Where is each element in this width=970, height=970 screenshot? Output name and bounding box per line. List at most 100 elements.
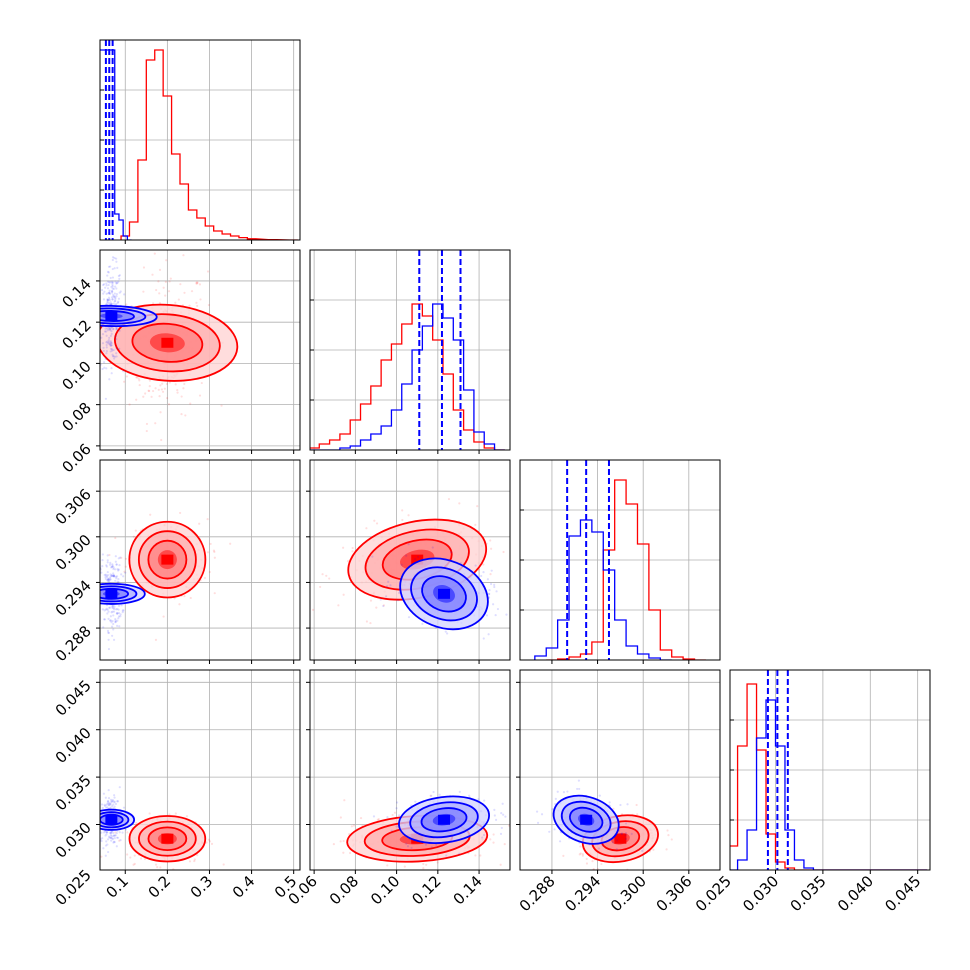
scatter-point — [183, 595, 186, 598]
x-tick-label: 0.12 — [408, 872, 444, 908]
scatter-point — [111, 258, 114, 262]
scatter-point — [108, 378, 111, 381]
scatter-point — [106, 831, 109, 834]
scatter-point — [113, 801, 116, 804]
scatter-point — [410, 846, 413, 849]
scatter-point — [116, 607, 119, 611]
scatter-point — [114, 299, 117, 303]
scatter-point — [102, 292, 105, 295]
scatter-point — [110, 565, 114, 569]
scatter-point — [670, 838, 673, 841]
scatter-point — [112, 831, 115, 835]
scatter-point — [106, 554, 109, 557]
scatter-point — [101, 333, 105, 336]
panel-frame — [309, 669, 511, 871]
scatter-point — [489, 573, 492, 576]
scatter-point — [105, 352, 108, 355]
scatter-point — [585, 857, 588, 860]
scatter-point — [139, 857, 143, 860]
histogram-series-0 — [310, 303, 505, 450]
scatter-point — [107, 301, 111, 305]
scatter-point — [493, 583, 496, 587]
scatter-point — [121, 831, 124, 834]
scatter-point — [113, 837, 116, 840]
scatter-point — [156, 866, 159, 869]
scatter-point — [115, 836, 119, 839]
scatter-point — [112, 575, 115, 578]
scatter-point — [188, 304, 191, 307]
scatter-point — [328, 577, 331, 580]
grid-lines — [310, 250, 510, 450]
scatter-point — [111, 298, 114, 301]
scatter-point — [111, 798, 114, 802]
scatter-point — [376, 818, 379, 822]
scatter-point — [106, 570, 109, 574]
panel-body — [100, 786, 225, 870]
scatter-point — [115, 257, 118, 260]
scatter-point — [111, 606, 114, 609]
density-peak — [580, 814, 593, 825]
scatter-point — [162, 286, 165, 289]
scatter-point — [106, 302, 109, 305]
scatter-point — [145, 422, 149, 426]
scatter-point — [110, 835, 113, 838]
scatter-point — [107, 296, 111, 299]
scatter-point — [122, 370, 125, 373]
scatter-point — [110, 348, 114, 351]
scatter-point — [108, 801, 111, 805]
scatter-point — [109, 836, 112, 840]
scatter-point — [113, 300, 116, 303]
scatter-point — [108, 804, 111, 807]
grid-lines — [730, 670, 930, 870]
scatter-point — [116, 301, 120, 304]
scatter-point — [477, 798, 480, 801]
scatter-point — [577, 779, 581, 782]
scatter-point — [100, 803, 104, 806]
scatter-point — [115, 295, 118, 298]
scatter-point — [151, 389, 155, 393]
scatter-point — [118, 625, 121, 628]
scatter-point — [109, 575, 112, 578]
scatter-point — [103, 830, 107, 833]
scatter-point — [540, 813, 544, 816]
scatter-point — [111, 563, 114, 566]
x-tick-label: 0.294 — [561, 872, 604, 915]
scatter-point — [100, 839, 103, 843]
scatter-point — [107, 291, 111, 294]
scatter-point — [114, 280, 117, 283]
scatter-point — [109, 347, 113, 351]
y-tick-label: 0.035 — [52, 771, 95, 814]
scatter-point — [387, 580, 390, 583]
scatter-point — [429, 794, 432, 797]
scatter-point — [556, 790, 559, 793]
scatter-point — [400, 563, 403, 566]
density-peak — [105, 588, 118, 599]
scatter-point — [106, 280, 110, 283]
scatter-point — [179, 283, 182, 286]
scatter-point — [113, 355, 117, 358]
scatter-point — [615, 848, 618, 851]
scatter-point — [104, 796, 107, 799]
scatter-point — [113, 840, 116, 844]
scatter-point — [115, 577, 118, 580]
scatter-point — [108, 291, 111, 295]
panel-body — [730, 670, 928, 870]
scatter-point — [581, 854, 584, 857]
scatter-point — [148, 384, 151, 388]
scatter-point — [112, 566, 115, 569]
scatter-point — [369, 621, 372, 625]
scatter-point — [107, 796, 111, 800]
scatter-point — [142, 266, 146, 269]
scatter-point — [109, 831, 113, 834]
scatter-point — [104, 608, 108, 611]
scatter-point — [110, 296, 114, 299]
scatter-point — [432, 790, 435, 794]
scatter-point — [153, 252, 156, 255]
scatter-point — [119, 290, 122, 293]
scatter-point — [414, 800, 417, 803]
x-tick-label: 0.10 — [367, 872, 403, 908]
scatter-point — [168, 813, 171, 816]
scatter-point — [116, 568, 119, 571]
scatter-point — [174, 812, 177, 815]
scatter-point — [337, 604, 340, 607]
